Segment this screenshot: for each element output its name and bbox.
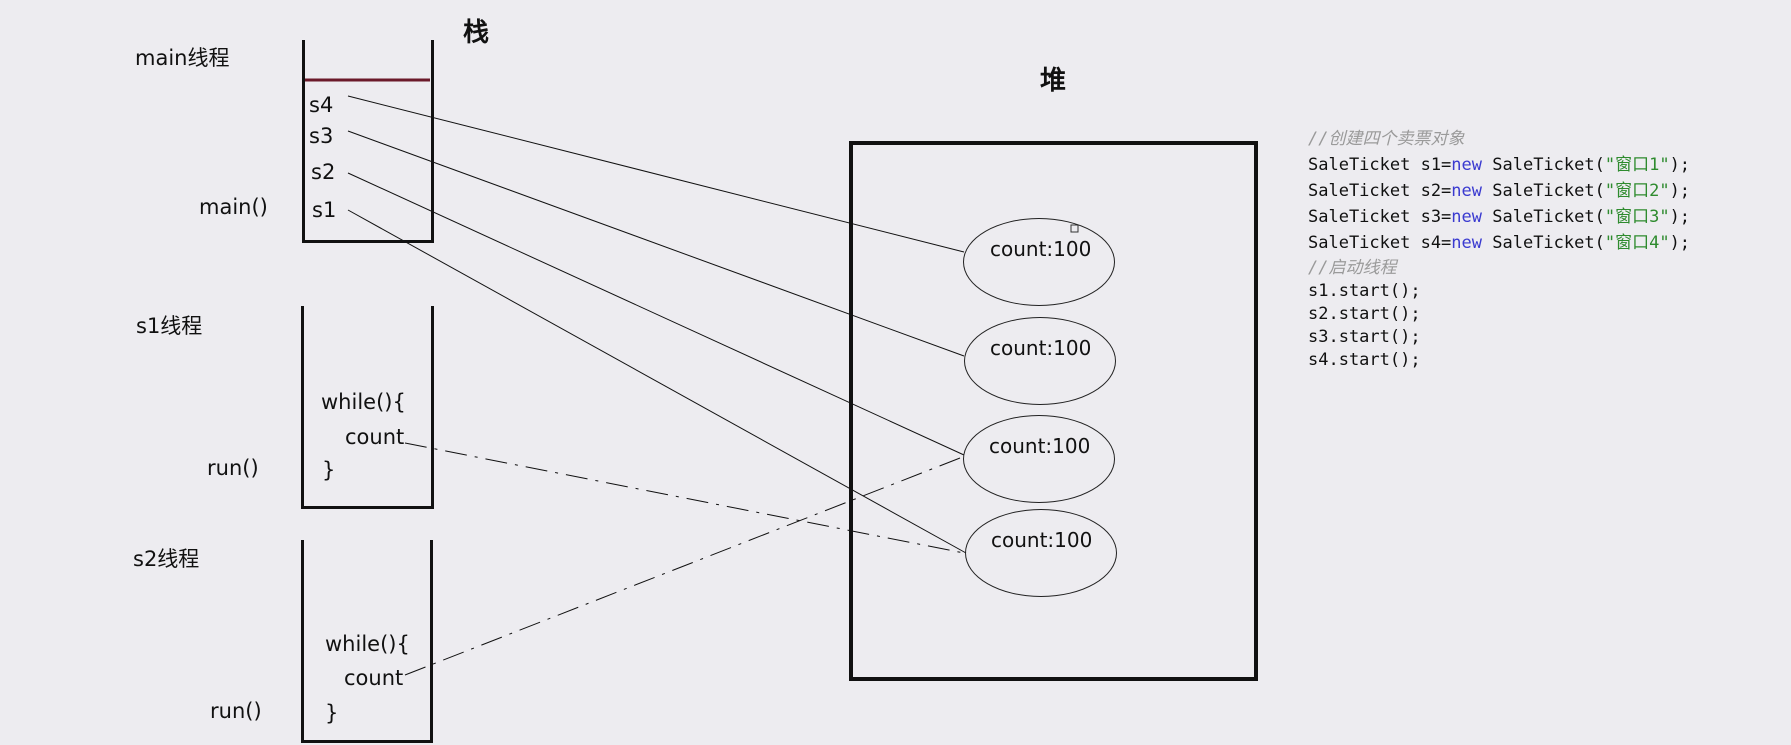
- s2-while-line: while(){: [325, 632, 410, 656]
- ref-line-s3: [347, 130, 965, 357]
- heap-object-1: [963, 218, 1115, 306]
- s1-stack-frame: [301, 306, 434, 509]
- s1-thread-label: s1线程: [136, 314, 203, 338]
- dash-line-s2-count: [404, 457, 961, 676]
- code-text: );: [1669, 155, 1691, 175]
- code-text: SaleTicket(: [1482, 181, 1605, 201]
- code-text: SaleTicket(: [1482, 155, 1605, 175]
- s2-run-label: run(): [210, 699, 262, 723]
- code-start-s3: s3.start();: [1308, 327, 1421, 347]
- ref-line-s1: [347, 209, 967, 554]
- code-keyword: new: [1451, 155, 1483, 175]
- heap-object-4-label: count:100: [991, 528, 1093, 552]
- code-text: SaleTicket(: [1482, 207, 1605, 227]
- code-line-s1: SaleTicket s1=new SaleTicket("窗口1");: [1308, 152, 1690, 178]
- s1-count-line: count: [345, 425, 405, 449]
- s2-close-brace: }: [325, 701, 339, 725]
- var-s4: s4: [309, 93, 334, 117]
- code-start-s2: s2.start();: [1308, 304, 1421, 324]
- ref-line-s4: [347, 95, 965, 253]
- heap-object-3-label: count:100: [989, 434, 1091, 458]
- stack-title: 栈: [463, 18, 490, 48]
- code-line-s2: SaleTicket s2=new SaleTicket("窗口2");: [1308, 178, 1690, 204]
- main-method-label: main(): [199, 195, 268, 219]
- dash-line-s1-count: [404, 442, 965, 554]
- code-line-s3: SaleTicket s3=new SaleTicket("窗口3");: [1308, 204, 1690, 230]
- heap-area: [849, 141, 1258, 681]
- code-text: SaleTicket s2=: [1308, 181, 1452, 201]
- heap-object-2: [964, 317, 1116, 405]
- s1-close-brace: }: [322, 458, 336, 482]
- s2-thread-label: s2线程: [133, 547, 200, 571]
- code-start-s4: s4.start();: [1308, 350, 1421, 370]
- heap-object-2-label: count:100: [990, 336, 1092, 360]
- code-keyword: new: [1451, 233, 1483, 253]
- code-keyword: new: [1451, 207, 1483, 227]
- code-start-s1: s1.start();: [1308, 281, 1421, 301]
- heap-object-4: [965, 509, 1117, 597]
- code-comment-create: //创建四个卖票对象: [1308, 129, 1465, 149]
- code-text: );: [1669, 181, 1691, 201]
- heap-object-3: [963, 415, 1115, 503]
- code-string: "窗口3": [1604, 207, 1670, 227]
- code-text: SaleTicket s1=: [1308, 155, 1452, 175]
- code-text: SaleTicket s4=: [1308, 233, 1452, 253]
- code-string: "窗口2": [1604, 181, 1670, 201]
- code-text: );: [1669, 233, 1691, 253]
- code-text: SaleTicket(: [1482, 233, 1605, 253]
- main-stack-frame: [302, 40, 434, 243]
- code-line-s4: SaleTicket s4=new SaleTicket("窗口4");: [1308, 230, 1690, 256]
- s1-run-label: run(): [207, 456, 259, 480]
- heap-object-1-label: count:100: [990, 237, 1092, 261]
- s2-stack-frame: [301, 540, 433, 743]
- code-text: SaleTicket s3=: [1308, 207, 1452, 227]
- code-string: "窗口4": [1604, 233, 1670, 253]
- ref-line-s2: [347, 172, 965, 456]
- code-text: );: [1669, 207, 1691, 227]
- var-s1: s1: [312, 198, 337, 222]
- code-keyword: new: [1451, 181, 1483, 201]
- heap-title: 堆: [1040, 66, 1067, 96]
- var-s2: s2: [311, 160, 336, 184]
- var-s3: s3: [309, 124, 334, 148]
- main-thread-label: main线程: [135, 46, 230, 70]
- code-panel: //创建四个卖票对象 SaleTicket s1=new SaleTicket(…: [1308, 126, 1690, 372]
- s1-while-line: while(){: [321, 390, 406, 414]
- code-comment-start: //启动线程: [1308, 258, 1397, 278]
- code-string: "窗口1": [1604, 155, 1670, 175]
- s2-count-line: count: [344, 666, 404, 690]
